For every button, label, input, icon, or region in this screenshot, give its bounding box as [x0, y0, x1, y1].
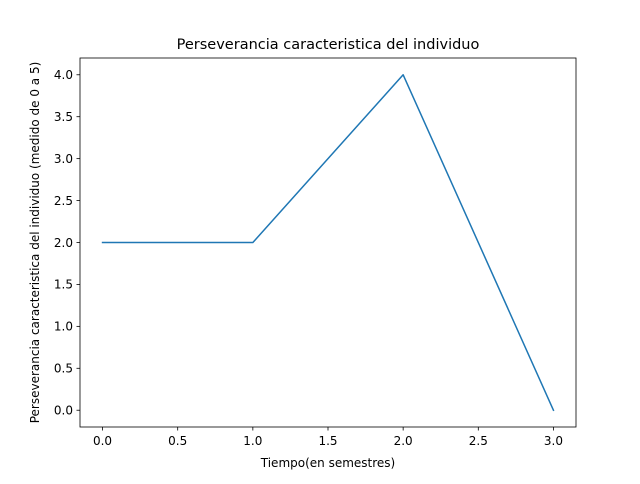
x-tick-label: 0.5 [168, 434, 187, 448]
y-tick-label: 3.5 [54, 110, 73, 124]
x-tick-label: 1.5 [318, 434, 337, 448]
y-tick-label: 1.5 [54, 278, 73, 292]
y-tick-label: 3.0 [54, 152, 73, 166]
x-tick-label: 1.0 [243, 434, 262, 448]
y-tick-label: 2.5 [54, 194, 73, 208]
x-tick-label: 2.5 [469, 434, 488, 448]
y-axis-ticks: 0.0 0.5 1.0 1.5 2.0 2.5 3.0 3.5 4.0 [54, 68, 80, 418]
chart-title: Perseverancia caracteristica del individ… [177, 37, 480, 53]
y-tick-label: 2.0 [54, 236, 73, 250]
y-tick-label: 4.0 [54, 68, 73, 82]
x-tick-label: 0.0 [93, 434, 112, 448]
x-tick-label: 2.0 [394, 434, 413, 448]
y-axis-label: Perseverancia caracteristica del individ… [28, 62, 42, 424]
y-tick-label: 1.0 [54, 320, 73, 334]
x-axis-ticks: 0.0 0.5 1.0 1.5 2.0 2.5 3.0 [93, 427, 563, 448]
plot-frame [79, 57, 577, 428]
y-tick-label: 0.0 [54, 404, 73, 418]
y-tick-label: 0.5 [54, 362, 73, 376]
x-tick-label: 3.0 [544, 434, 563, 448]
series-line [101, 74, 555, 412]
x-axis-label: Tiempo(en semestres) [260, 456, 395, 470]
